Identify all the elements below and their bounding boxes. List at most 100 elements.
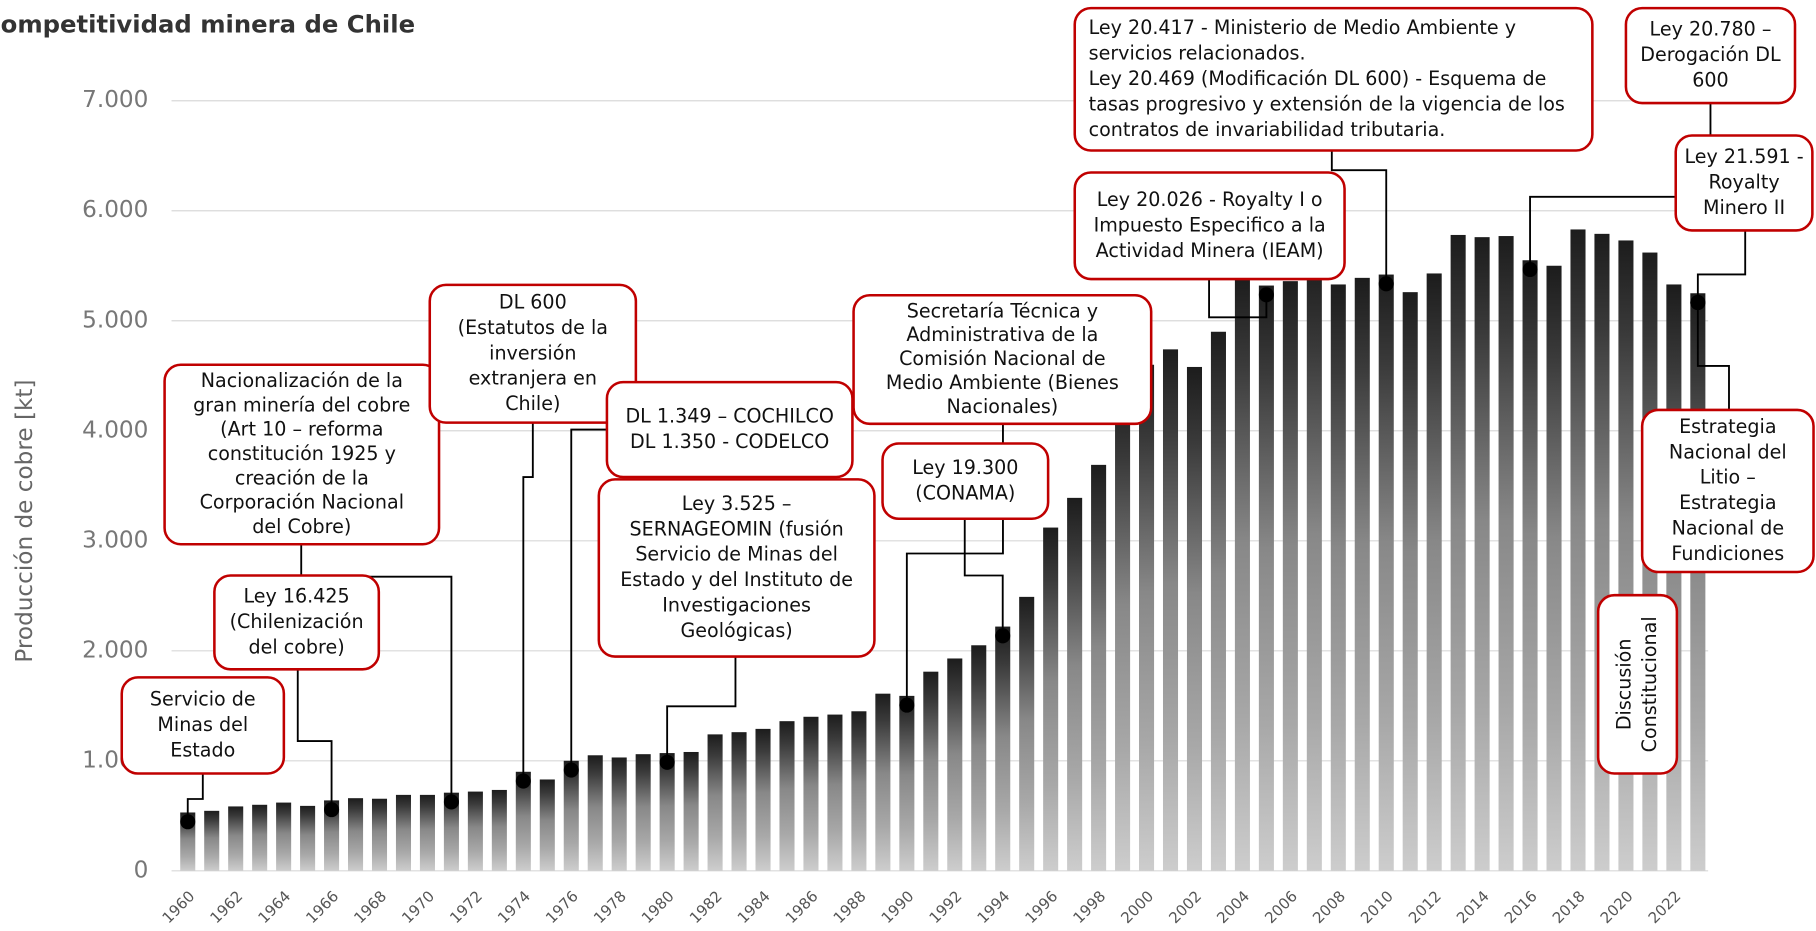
x-tick-label: 1972 bbox=[446, 887, 486, 927]
annotation-text: Estrategia bbox=[1679, 491, 1776, 514]
bar bbox=[659, 753, 675, 871]
bar bbox=[1666, 284, 1682, 871]
y-tick-label: 0 bbox=[134, 857, 149, 883]
annotation-box bbox=[120, 676, 286, 775]
event-dot bbox=[515, 773, 531, 789]
bar bbox=[827, 714, 843, 871]
annotation-box bbox=[1073, 171, 1346, 281]
annotation-text: Medio Ambiente (Bienes bbox=[886, 371, 1119, 394]
x-tick-label: 1982 bbox=[686, 887, 726, 927]
bar bbox=[1354, 277, 1370, 871]
event-dot bbox=[443, 794, 459, 810]
x-tick-label: 1988 bbox=[830, 887, 870, 927]
bar bbox=[1426, 273, 1442, 871]
bar bbox=[1019, 596, 1035, 871]
annotation-text: (Art 10 – reforma bbox=[220, 418, 383, 441]
annotation-box bbox=[1073, 6, 1594, 152]
bar bbox=[1570, 229, 1586, 871]
bar bbox=[875, 693, 891, 871]
annotation-text: Ley 20.417 - Ministerio de Medio Ambient… bbox=[1089, 16, 1516, 39]
annotation-text: Nacionales) bbox=[947, 395, 1059, 418]
connector bbox=[1529, 195, 1676, 270]
annotation-text: 600 bbox=[1692, 69, 1728, 92]
y-tick-label: 3.000 bbox=[82, 527, 148, 553]
annotation-text: Nacional del bbox=[1669, 440, 1787, 463]
chart-title: Competitividad minera de Chile bbox=[0, 9, 415, 38]
x-tick-label: 2016 bbox=[1501, 887, 1541, 927]
bar bbox=[491, 789, 507, 871]
x-tick-label: 2022 bbox=[1645, 887, 1685, 927]
x-tick-label: 2014 bbox=[1453, 887, 1493, 927]
annotation-text: constitución 1925 y bbox=[208, 442, 396, 465]
bar bbox=[1450, 234, 1466, 871]
bar bbox=[1594, 233, 1610, 871]
bar bbox=[324, 800, 340, 871]
bar bbox=[1139, 364, 1155, 871]
bar bbox=[1402, 292, 1418, 871]
event-dot bbox=[659, 754, 675, 770]
annotation-text: tasas progresivo y extensión de la vigen… bbox=[1089, 92, 1565, 115]
annotation-box bbox=[1624, 6, 1797, 105]
bar bbox=[995, 626, 1011, 871]
bar bbox=[1115, 387, 1131, 871]
bar bbox=[1091, 464, 1107, 871]
annotation-box bbox=[852, 294, 1153, 426]
annotation-box bbox=[428, 283, 638, 424]
bar bbox=[1618, 240, 1634, 871]
y-tick-label: 5.000 bbox=[82, 307, 148, 333]
connector bbox=[1696, 302, 1730, 410]
annotation-text: Fundiciones bbox=[1671, 542, 1784, 565]
annotation-text: Investigaciones bbox=[662, 594, 811, 617]
bar bbox=[1498, 236, 1514, 871]
x-tick-label: 1974 bbox=[494, 887, 534, 927]
annotation-text: Discusión bbox=[1612, 639, 1635, 731]
bar bbox=[731, 732, 747, 871]
x-tick-label: 1962 bbox=[207, 887, 247, 927]
bar bbox=[348, 798, 364, 871]
connector bbox=[570, 428, 607, 771]
annotation-box bbox=[605, 380, 854, 479]
annotation-text: DL 600 bbox=[499, 290, 567, 313]
connector bbox=[1696, 230, 1747, 303]
annotation-text: (Chilenización bbox=[230, 610, 364, 633]
annotation-text: Estado y del Instituto de bbox=[620, 568, 853, 591]
bar bbox=[899, 695, 915, 871]
annotation-text: Ley 20.026 - Royalty I o bbox=[1097, 188, 1323, 211]
bar bbox=[851, 711, 867, 871]
annotation-text: Estrategia bbox=[1679, 415, 1776, 438]
connector bbox=[522, 422, 534, 782]
annotation-text: del Cobre) bbox=[252, 515, 351, 538]
annotation-text: Nacional de bbox=[1672, 517, 1785, 540]
event-dot bbox=[180, 814, 196, 830]
annotation-text: DL 1.349 – COCHILCO bbox=[625, 404, 833, 427]
annotation-text: Secretaría Técnica y bbox=[907, 299, 1098, 322]
x-tick-label: 1984 bbox=[734, 887, 774, 927]
bar bbox=[1258, 285, 1274, 871]
bar bbox=[419, 794, 435, 871]
connector bbox=[1208, 279, 1268, 319]
bar bbox=[1690, 293, 1706, 871]
bar bbox=[923, 671, 939, 871]
annotation-box bbox=[163, 363, 441, 546]
annotation-text: Ley 19.300 bbox=[912, 456, 1018, 479]
annotation-text: Minero II bbox=[1703, 196, 1785, 219]
bar bbox=[587, 755, 603, 871]
annotation-text: (CONAMA) bbox=[915, 481, 1015, 504]
bar bbox=[1282, 281, 1298, 871]
x-tick-label: 1968 bbox=[350, 887, 390, 927]
bar bbox=[707, 734, 723, 871]
annotation-text: Corporación Nacional bbox=[200, 491, 404, 514]
connector bbox=[300, 544, 453, 802]
bar bbox=[563, 760, 579, 871]
y-tick-label: 6.000 bbox=[82, 197, 148, 223]
bar bbox=[611, 757, 627, 871]
event-dot bbox=[563, 762, 579, 778]
annotation-text: Impuesto Especifico a la bbox=[1094, 213, 1326, 236]
annotation-text: (Estatutos de la bbox=[458, 316, 608, 339]
annotation-box bbox=[1596, 593, 1679, 775]
x-tick-label: 1986 bbox=[782, 887, 822, 927]
x-tick-label: 2018 bbox=[1549, 887, 1589, 927]
x-tick-label: 1994 bbox=[974, 887, 1014, 927]
y-tick-label: 2.000 bbox=[82, 637, 148, 663]
